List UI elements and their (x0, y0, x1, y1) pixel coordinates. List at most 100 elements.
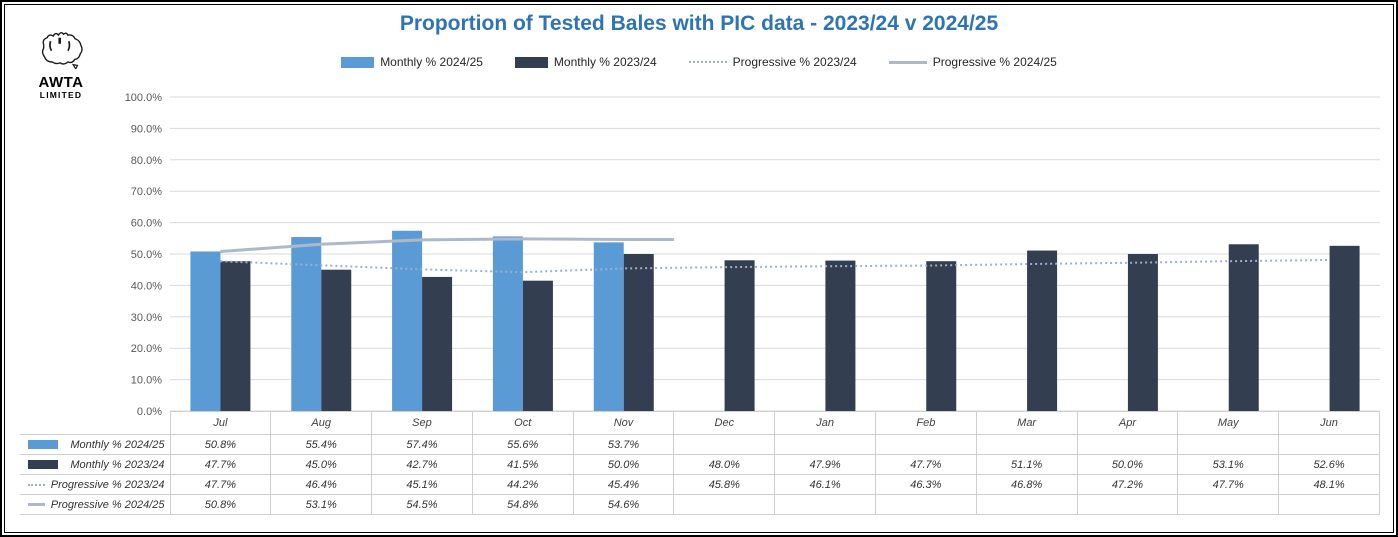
series-name: Progressive % 2024/25 (50, 498, 165, 511)
line-swatch-icon (28, 503, 45, 506)
chart-title: Proportion of Tested Bales with PIC data… (399, 12, 999, 35)
series-row-header: Monthly % 2024/25 (20, 434, 171, 455)
bar-Jan (825, 260, 856, 411)
table-value-cell: 51.1% (975, 454, 1078, 475)
table-value-cell: 53.7% (572, 434, 675, 455)
legend-swatch-progressive-2023-24 (688, 61, 727, 63)
table-value-cell (975, 434, 1078, 455)
y-axis-tick-label: 40.0% (131, 280, 162, 292)
progressive-line (220, 237, 675, 253)
series-name: Monthly % 2024/25 (70, 438, 165, 451)
month-label: Apr (1076, 411, 1179, 435)
table-value-cell: 53.1% (270, 494, 373, 515)
table-value-cell: 55.4% (270, 434, 373, 455)
y-axis-tick-label: 60.0% (131, 218, 162, 230)
bar-Sep (392, 230, 423, 411)
legend-label: Progressive % 2023/24 (732, 55, 857, 69)
table-value-cell: 47.9% (774, 454, 876, 475)
table-value-cell (1278, 434, 1380, 455)
y-axis-tick-label: 30.0% (131, 312, 162, 324)
table-value-cell (1076, 434, 1179, 455)
legend-swatch-progressive-2024-25 (888, 60, 927, 64)
bar-Oct (492, 236, 523, 411)
table-value-cell: 50.8% (169, 494, 272, 515)
table-row: Monthly % 2024/25 50.8% 55.4% 57.4% 55.6% 53.… (20, 434, 1380, 455)
table-value-cell: 54.8% (471, 494, 574, 515)
month-label: Aug (270, 411, 373, 435)
table-value-cell: 46.4% (270, 474, 373, 495)
month-label: Mar (975, 411, 1078, 435)
table-value-cell: 45.1% (371, 474, 473, 495)
table-row: Monthly % 2023/24 47.7% 45.0% 42.7% 41.5% 50.… (20, 454, 1380, 475)
table-value-cell (975, 494, 1078, 515)
table-value-cell: 54.5% (371, 494, 473, 515)
table-value-cell: 46.1% (774, 474, 876, 495)
table-value-cell: 47.7% (169, 474, 272, 495)
table-value-cell: 50.8% (169, 434, 272, 455)
bar-swatch-icon (28, 440, 58, 449)
month-label: Jun (1278, 411, 1380, 435)
month-label: Nov (572, 411, 675, 435)
month-label: Dec (673, 411, 776, 435)
australia-map-icon (41, 32, 83, 71)
bar-Apr (1127, 254, 1158, 411)
line-swatch-icon (28, 483, 45, 486)
table-value-cell: 41.5% (471, 454, 574, 475)
legend-item-monthly-2023-24: Monthly % 2023/24 (514, 55, 657, 69)
bar-swatch-icon (28, 460, 58, 469)
series-row-header: Progressive % 2023/24 (20, 474, 171, 495)
y-axis-tick-label: 80.0% (131, 155, 162, 167)
month-label: Sep (371, 411, 473, 435)
y-axis-tick-label: 10.0% (131, 375, 162, 387)
progressive-line (220, 258, 1330, 274)
table-value-cell (774, 494, 876, 515)
month-label: Jul (169, 411, 272, 435)
legend-swatch-monthly-2024-25 (341, 56, 375, 68)
table-value-cell: 48.1% (1278, 474, 1380, 495)
table-corner-cell (20, 412, 170, 435)
y-axis-tick-label: 20.0% (131, 343, 162, 355)
y-axis-tick-label: 100.0% (125, 92, 163, 104)
table-value-cell: 46.8% (975, 474, 1078, 495)
chart-data-table: Jul Aug Sep Oct Nov Dec Jan Feb Mar Apr May Jun Mont… (20, 411, 1380, 515)
legend-label: Monthly % 2024/25 (380, 55, 483, 69)
table-value-cell: 47.7% (874, 454, 977, 475)
bar-Dec (724, 260, 755, 411)
table-value-cell: 48.0% (673, 454, 776, 475)
table-value-cell (1177, 434, 1280, 455)
chart-canvas: AWTA LIMITED Proportion of Tested Bales … (4, 4, 1394, 533)
month-label: Feb (874, 411, 977, 435)
series-row-header: Monthly % 2023/24 (20, 454, 171, 475)
table-value-cell (1076, 494, 1179, 515)
table-value-cell: 50.0% (1076, 454, 1179, 475)
logo-text-awta: AWTA (38, 74, 84, 91)
y-axis-tick-label: 70.0% (131, 186, 162, 198)
table-value-cell: 52.6% (1278, 454, 1380, 475)
table-row: Progressive % 2023/24 47.7% 46.4% 45.1% 44.2… (20, 474, 1380, 495)
y-axis-tick-label: 0.0% (137, 406, 162, 417)
legend-item-monthly-2024-25: Monthly % 2024/25 (341, 55, 483, 69)
series-row-header: Progressive % 2024/25 (20, 494, 171, 515)
table-value-cell: 47.2% (1076, 474, 1179, 495)
table-value-cell: 47.7% (169, 454, 272, 475)
logo-text-limited: LIMITED (39, 90, 83, 100)
bar-Jul (190, 251, 221, 411)
table-value-cell (1278, 494, 1380, 515)
bar-Jul (220, 261, 251, 411)
month-label: Jan (774, 411, 876, 435)
table-value-cell: 42.7% (371, 454, 473, 475)
legend-item-progressive-2024-25: Progressive % 2024/25 (888, 55, 1057, 69)
bar-Sep (422, 276, 453, 411)
table-value-cell: 47.7% (1177, 474, 1280, 495)
table-value-cell (1177, 494, 1280, 515)
table-value-cell (673, 434, 776, 455)
table-value-cell: 45.8% (673, 474, 776, 495)
bar-Nov (623, 254, 654, 411)
table-value-cell: 50.0% (572, 454, 675, 475)
bar-Nov (593, 242, 624, 411)
bar-line-chart-plot-area[interactable]: 0.0% 10.0% 20.0% 30.0% 40.0% 50.0% 60.0% 70.0% 8… (5, 5, 1394, 417)
bar-May (1228, 244, 1259, 411)
bar-Aug (321, 269, 352, 411)
table-value-cell (673, 494, 776, 515)
